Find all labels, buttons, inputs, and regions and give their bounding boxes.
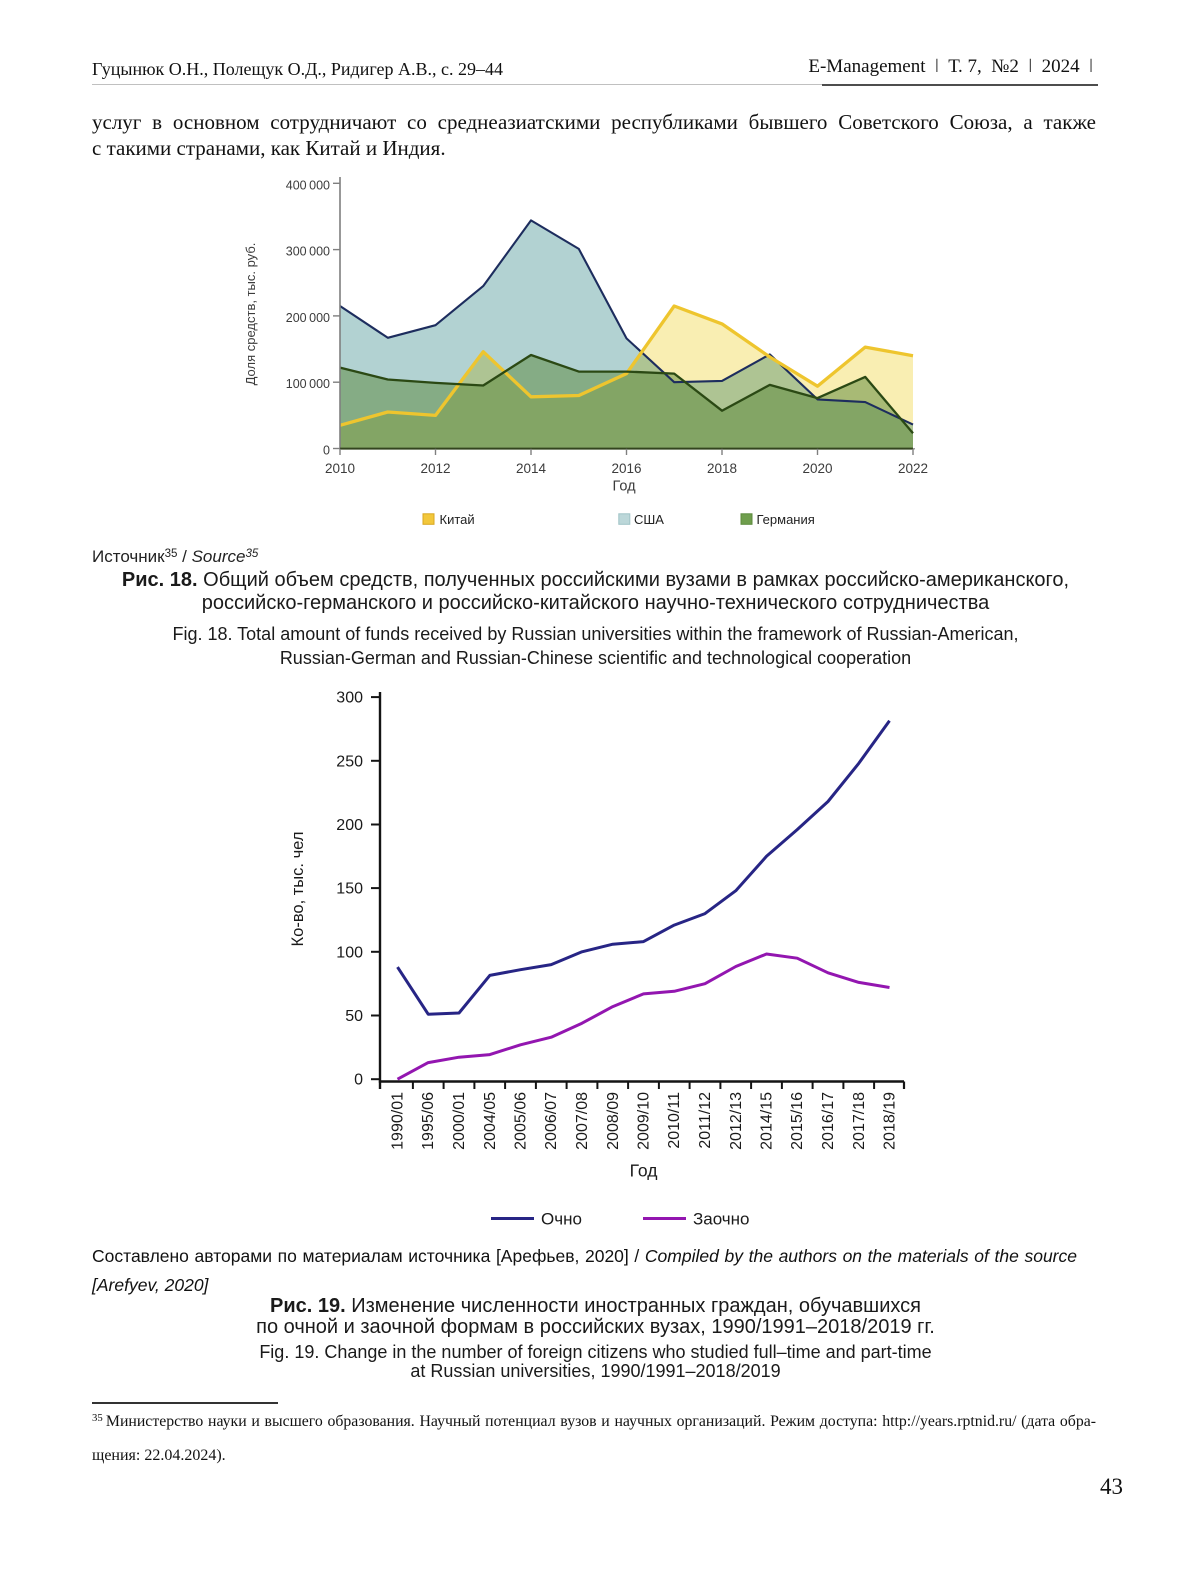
svg-text:0: 0 (323, 444, 330, 458)
svg-text:250: 250 (336, 753, 363, 770)
svg-text:2020: 2020 (802, 461, 832, 476)
svg-text:Очно: Очно (541, 1210, 582, 1229)
svg-text:2010/11: 2010/11 (666, 1092, 683, 1149)
svg-text:2004/05: 2004/05 (482, 1092, 499, 1150)
svg-text:150: 150 (336, 881, 363, 898)
svg-text:Ко-во, тыс. чел: Ко-во, тыс. чел (289, 832, 307, 947)
svg-text:100 000: 100 000 (286, 377, 330, 391)
svg-text:2016/17: 2016/17 (820, 1092, 837, 1150)
svg-text:2006/07: 2006/07 (543, 1092, 560, 1150)
svg-text:2012: 2012 (420, 461, 450, 476)
svg-text:2008/09: 2008/09 (605, 1092, 622, 1150)
svg-text:1995/06: 1995/06 (420, 1092, 437, 1150)
svg-text:2007/08: 2007/08 (574, 1092, 591, 1150)
svg-text:300: 300 (336, 690, 363, 707)
svg-text:2010: 2010 (325, 461, 355, 476)
svg-text:США: США (634, 512, 664, 527)
svg-text:Заочно: Заочно (693, 1210, 750, 1229)
svg-text:200 000: 200 000 (286, 311, 330, 325)
svg-text:400 000: 400 000 (286, 178, 330, 192)
svg-text:2009/10: 2009/10 (636, 1092, 653, 1150)
svg-text:2022: 2022 (898, 461, 928, 476)
svg-text:1990/01: 1990/01 (390, 1092, 407, 1150)
svg-text:2014/15: 2014/15 (759, 1092, 776, 1150)
svg-text:0: 0 (354, 1072, 363, 1089)
svg-text:2016: 2016 (611, 461, 641, 476)
svg-text:2015/16: 2015/16 (789, 1092, 806, 1150)
svg-text:2018/19: 2018/19 (882, 1092, 899, 1150)
svg-text:2014: 2014 (516, 461, 547, 476)
svg-text:Доля средств, тыс. руб.: Доля средств, тыс. руб. (243, 243, 258, 386)
svg-text:Год: Год (612, 479, 636, 495)
svg-text:2005/06: 2005/06 (513, 1092, 530, 1150)
svg-text:Китай: Китай (440, 512, 475, 527)
svg-text:100: 100 (336, 944, 363, 961)
svg-text:2018: 2018 (707, 461, 737, 476)
svg-text:50: 50 (345, 1008, 363, 1025)
svg-text:2000/01: 2000/01 (451, 1092, 468, 1150)
svg-text:300 000: 300 000 (286, 245, 330, 259)
svg-text:Год: Год (630, 1161, 658, 1181)
svg-text:2012/13: 2012/13 (728, 1092, 745, 1150)
svg-text:2011/12: 2011/12 (697, 1092, 714, 1149)
svg-text:Германия: Германия (757, 512, 815, 527)
svg-text:200: 200 (336, 817, 363, 834)
svg-text:2017/18: 2017/18 (851, 1092, 868, 1150)
